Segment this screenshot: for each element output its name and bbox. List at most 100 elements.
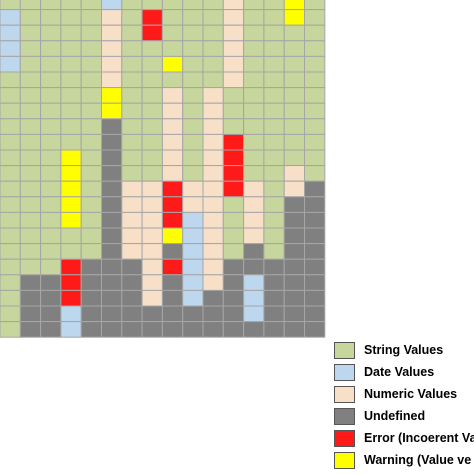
cell-string [0, 118, 21, 135]
cell-numeric [202, 243, 224, 260]
cell-undefined [304, 227, 326, 245]
cell-string [243, 118, 265, 135]
cell-error [60, 274, 82, 291]
cell-date [60, 305, 82, 323]
cell-string [283, 24, 306, 42]
cell-undefined [101, 321, 123, 338]
cell-undefined [263, 321, 285, 338]
cell-string [40, 196, 62, 213]
cell-undefined [101, 227, 123, 245]
cell-undefined [161, 274, 184, 291]
cell-undefined [80, 305, 102, 323]
legend-label-undefined: Undefined [364, 409, 426, 423]
cell-string [182, 165, 204, 182]
cell-string [161, 9, 184, 26]
cell-string [80, 180, 102, 198]
cell-string [80, 0, 102, 11]
cell-numeric [161, 149, 184, 167]
cell-string [141, 55, 163, 73]
cell-string [40, 243, 62, 260]
cell-date [182, 243, 204, 260]
cell-string [141, 87, 163, 104]
cell-string [243, 102, 265, 120]
cell-string [243, 133, 265, 151]
cell-string [202, 40, 224, 57]
cell-string [263, 196, 285, 213]
cell-string [60, 118, 82, 135]
cell-undefined [101, 274, 123, 291]
cell-warning [60, 211, 82, 229]
cell-undefined [304, 321, 326, 338]
cell-string [121, 149, 143, 167]
cell-string [222, 118, 245, 135]
cell-date [0, 24, 21, 42]
cell-string [161, 0, 184, 11]
cell-string [263, 24, 285, 42]
cell-numeric [101, 40, 123, 57]
cell-numeric [222, 9, 245, 26]
cell-numeric [101, 55, 123, 73]
legend-label-warning: Warning (Value ve [364, 453, 472, 467]
cell-string [0, 71, 21, 89]
cell-numeric [161, 133, 184, 151]
cell-warning [60, 180, 82, 198]
cell-string [263, 40, 285, 57]
cell-string [0, 243, 21, 260]
cell-string [141, 0, 163, 11]
cell-undefined [161, 305, 184, 323]
cell-string [80, 24, 102, 42]
cell-string [283, 133, 306, 151]
cell-undefined [263, 305, 285, 323]
cell-string [40, 149, 62, 167]
cell-string [121, 102, 143, 120]
cell-string [222, 243, 245, 260]
cell-warning [60, 149, 82, 167]
cell-string [121, 133, 143, 151]
cell-numeric [101, 24, 123, 42]
cell-string [0, 211, 21, 229]
cell-string [19, 133, 42, 151]
cell-string [80, 133, 102, 151]
cell-numeric [202, 196, 224, 213]
cell-error [161, 211, 184, 229]
cell-string [283, 40, 306, 57]
cell-undefined [141, 305, 163, 323]
cell-string [161, 40, 184, 57]
cell-string [304, 24, 326, 42]
cell-string [19, 102, 42, 120]
cell-string [40, 211, 62, 229]
cell-string [19, 71, 42, 89]
cell-string [182, 133, 204, 151]
cell-string [19, 87, 42, 104]
cell-numeric [202, 258, 224, 276]
cell-numeric [161, 87, 184, 104]
cell-string [40, 180, 62, 198]
cell-warning [60, 165, 82, 182]
cell-string [141, 71, 163, 89]
cell-warning [60, 196, 82, 213]
legend-label-error: Error (Incoerent Va [364, 431, 474, 445]
cell-undefined [283, 258, 306, 276]
cell-undefined [101, 289, 123, 307]
cell-string [60, 227, 82, 245]
cell-string [0, 321, 21, 338]
cell-undefined [222, 258, 245, 276]
cell-string [283, 55, 306, 73]
cell-string [263, 71, 285, 89]
cell-string [19, 118, 42, 135]
cell-numeric [121, 180, 143, 198]
cell-string [80, 227, 102, 245]
cell-string [0, 289, 21, 307]
cell-undefined [283, 289, 306, 307]
cell-string [60, 0, 82, 11]
cell-undefined [101, 118, 123, 135]
cell-undefined [101, 180, 123, 198]
cell-string [121, 71, 143, 89]
cell-string [19, 165, 42, 182]
cell-error [60, 258, 82, 276]
cell-string [222, 102, 245, 120]
cell-warning [161, 55, 184, 73]
cell-string [263, 0, 285, 11]
cell-undefined [222, 274, 245, 291]
cell-numeric [121, 243, 143, 260]
